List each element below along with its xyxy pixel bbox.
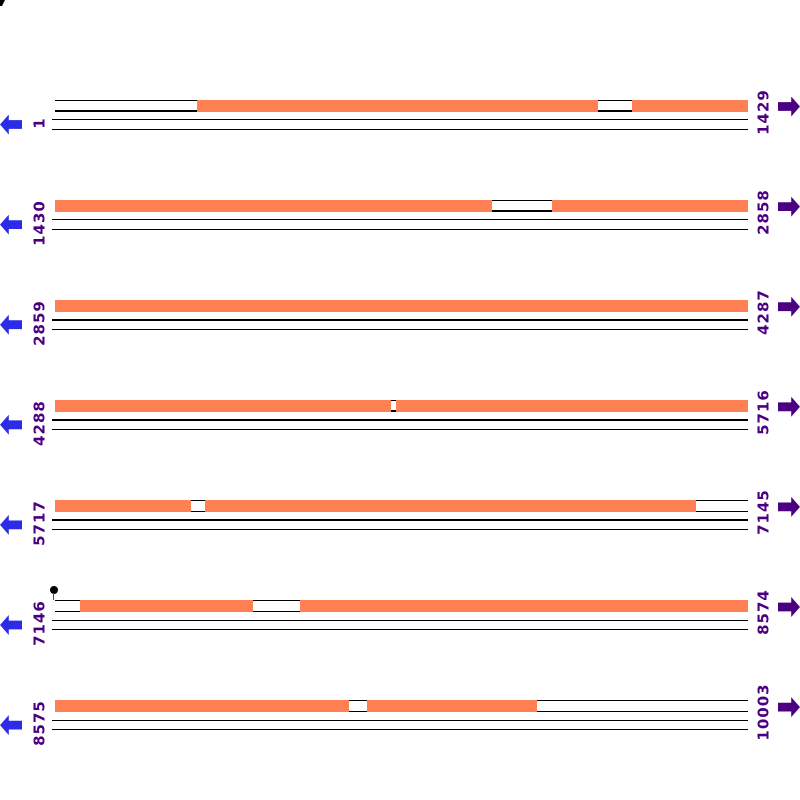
site-marker-stem: [52, 593, 55, 600]
feature-segment[interactable]: [197, 99, 599, 112]
feature-segment[interactable]: [366, 700, 538, 713]
feature-track: [55, 199, 748, 212]
ruler-line-upper: [52, 119, 748, 121]
feature-segment[interactable]: [55, 299, 748, 312]
row-end-coordinate: 5716: [754, 388, 773, 435]
nav-back-arrow-icon[interactable]: [0, 615, 22, 635]
ruler-line-lower: [52, 629, 748, 631]
row-start-coordinate: 2859: [30, 299, 49, 346]
nav-forward-arrow-icon[interactable]: [778, 597, 800, 617]
nav-back-arrow-icon[interactable]: [0, 114, 22, 135]
feature-segment[interactable]: [204, 499, 697, 512]
feature-segment[interactable]: [55, 700, 349, 713]
row-start-coordinate: 7146: [30, 600, 49, 646]
ruler-line-lower: [52, 528, 748, 531]
row-start-coordinate: 8575: [30, 700, 49, 746]
row-start-coordinate: 4288: [30, 399, 49, 446]
feature-segment[interactable]: [55, 199, 493, 212]
ruler-line-lower: [52, 228, 748, 230]
ruler-line-upper: [52, 519, 748, 521]
nav-forward-arrow-icon[interactable]: [778, 296, 800, 317]
ruler-line-upper: [52, 619, 748, 621]
ruler-line-upper: [52, 219, 748, 221]
ruler-line-lower: [52, 128, 748, 130]
nav-back-arrow-icon[interactable]: [0, 414, 22, 435]
row-end-coordinate: 4287: [754, 288, 773, 335]
feature-track: [55, 99, 748, 112]
row-start-coordinate: 5717: [30, 500, 49, 546]
row-start-coordinate: 1430: [30, 199, 49, 246]
nav-back-arrow-icon[interactable]: [0, 314, 22, 335]
row-end-coordinate: 10003: [754, 683, 773, 741]
feature-segment[interactable]: [632, 99, 748, 112]
feature-track: [55, 700, 748, 713]
row-start-coordinate: 1: [30, 116, 49, 129]
nav-back-arrow-icon[interactable]: [0, 214, 22, 235]
ruler-line-lower: [52, 328, 748, 331]
nav-forward-arrow-icon[interactable]: [778, 697, 800, 718]
ruler-line-upper: [52, 719, 748, 721]
nav-back-arrow-icon[interactable]: [0, 514, 22, 535]
nav-back-arrow-icon[interactable]: [0, 715, 22, 736]
site-marker-dot-icon[interactable]: [49, 585, 58, 594]
feature-segment[interactable]: [300, 600, 748, 612]
feature-track: [55, 299, 748, 312]
ruler-line-lower: [52, 729, 748, 731]
nav-forward-arrow-icon[interactable]: [778, 196, 800, 217]
row-end-coordinate: 8574: [754, 589, 773, 635]
nav-forward-arrow-icon[interactable]: [778, 96, 800, 117]
nav-forward-arrow-icon[interactable]: [778, 496, 800, 517]
row-end-coordinate: 1429: [754, 88, 773, 135]
ruler-line-upper: [52, 319, 748, 321]
ruler-line-lower: [52, 428, 748, 431]
corner-glyph-fragment: [0, 0, 5, 6]
feature-segment[interactable]: [79, 600, 254, 612]
feature-track: [55, 600, 748, 612]
feature-track: [55, 499, 748, 512]
feature-segment[interactable]: [395, 399, 748, 412]
feature-segment[interactable]: [55, 499, 191, 512]
feature-track: [55, 399, 748, 412]
feature-segment[interactable]: [55, 399, 392, 412]
ruler-line-upper: [52, 419, 748, 421]
nav-forward-arrow-icon[interactable]: [778, 396, 800, 417]
row-end-coordinate: 2858: [754, 188, 773, 235]
row-end-coordinate: 7145: [754, 489, 773, 535]
feature-segment[interactable]: [551, 199, 748, 212]
